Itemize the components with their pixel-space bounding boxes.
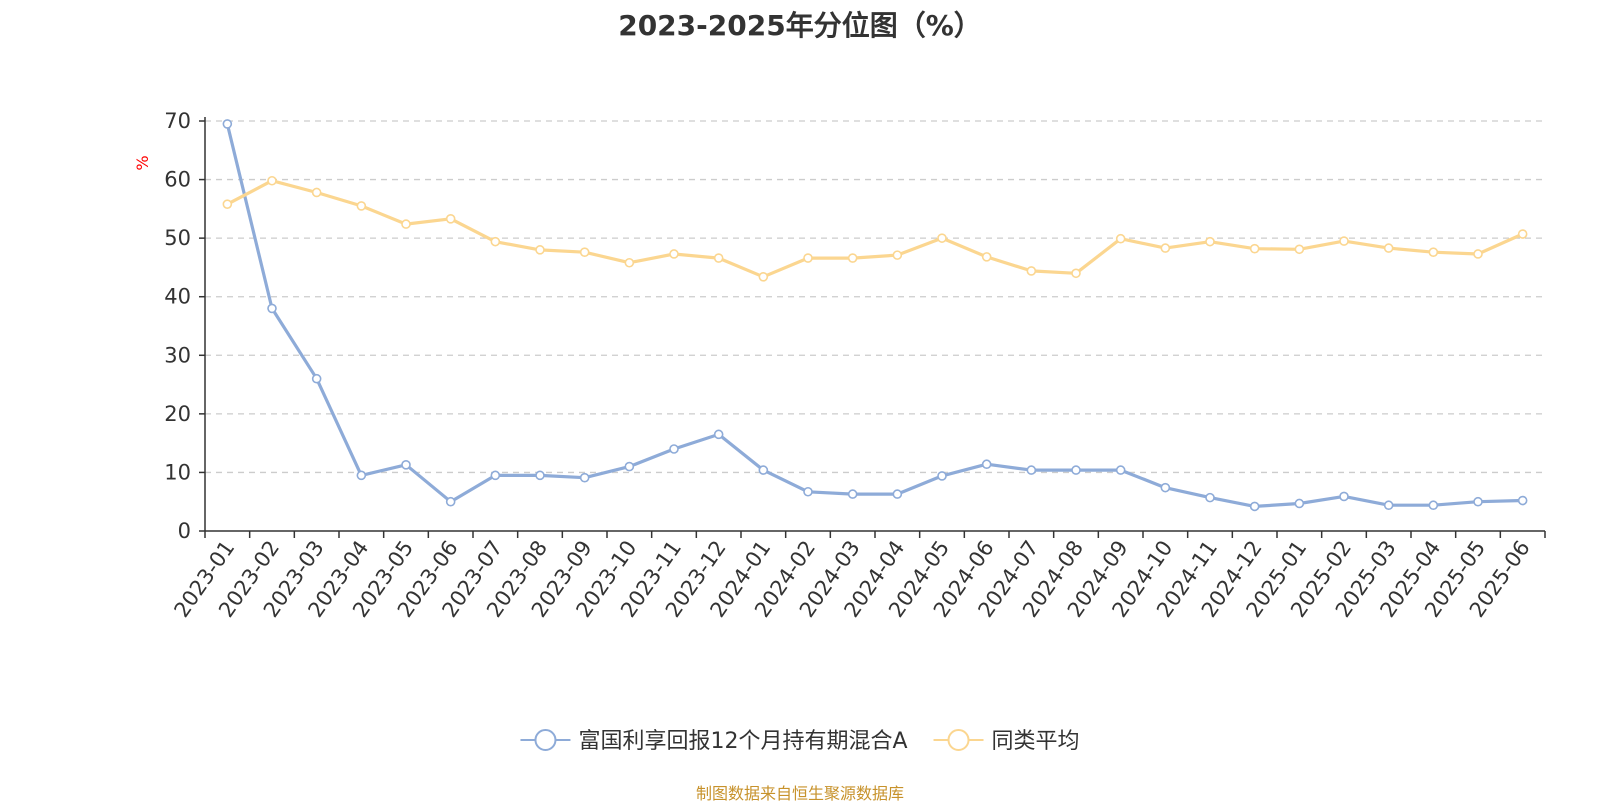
gridlines (205, 120, 1545, 474)
y-tick-label: 10 (164, 460, 191, 484)
y-tick-label: 0 (178, 519, 191, 543)
legend-label: 富国利享回报12个月持有期混合A (578, 729, 907, 754)
data-point (1249, 501, 1260, 512)
data-point (1428, 500, 1439, 511)
data-point (758, 465, 769, 475)
legend-label: 同类平均 (992, 729, 1080, 754)
data-point (356, 470, 367, 481)
data-point (445, 214, 456, 224)
data-point (401, 219, 411, 229)
data-point (713, 253, 724, 263)
data-point (1294, 244, 1305, 255)
y-tick-label: 70 (164, 109, 191, 133)
data-point (222, 119, 233, 129)
data-point (1517, 229, 1528, 239)
data-point (1473, 249, 1483, 259)
data-point (267, 175, 277, 186)
data-point (713, 429, 724, 440)
series-line (225, 179, 1525, 279)
y-tick-label: 40 (164, 285, 191, 309)
data-point (981, 252, 992, 262)
data-point (1517, 495, 1528, 506)
data-point (1115, 465, 1126, 475)
data-point (803, 253, 813, 263)
data-point (1428, 247, 1439, 257)
data-point (1383, 500, 1394, 511)
y-tick-label: 50 (164, 226, 191, 250)
data-point (803, 486, 813, 497)
data-point (1249, 243, 1260, 254)
data-point (937, 233, 947, 243)
data-point (535, 470, 545, 481)
data-point (311, 373, 322, 384)
data-point (579, 472, 590, 483)
y-axis-unit-label: % (133, 155, 152, 170)
axes: 010203040506070%2023-012023-022023-03202… (133, 109, 1546, 622)
data-point (222, 199, 233, 209)
data-point (669, 444, 679, 454)
data-point (490, 470, 501, 481)
data-point (579, 247, 590, 257)
data-point (669, 249, 679, 259)
data-point (1339, 236, 1349, 246)
data-point (847, 489, 858, 499)
data-point (847, 253, 858, 263)
data-point (1205, 492, 1215, 503)
legend-marker (947, 729, 970, 751)
data-point (892, 250, 903, 260)
data-source-note: 制图数据来自恒生聚源数据库 (695, 784, 904, 803)
data-point (1294, 498, 1305, 509)
data-point (624, 257, 635, 268)
chart-title: 2023-2025年分位图（%） (618, 9, 982, 42)
data-point (892, 489, 903, 499)
data-point (490, 236, 501, 247)
data-point (401, 460, 411, 470)
data-point (758, 271, 769, 282)
data-point (1026, 465, 1037, 475)
data-point (1205, 236, 1215, 247)
data-point (1071, 268, 1081, 279)
data-point (1160, 482, 1171, 493)
data-point (311, 187, 322, 198)
data-point (1160, 243, 1171, 253)
data-point (535, 245, 545, 255)
legend: 富国利享回报12个月持有期混合A 同类平均 (520, 729, 1080, 754)
data-point (937, 471, 947, 481)
data-point (356, 201, 367, 211)
data-point (1115, 233, 1126, 244)
y-tick-label: 60 (164, 168, 191, 192)
data-point (1339, 491, 1349, 502)
data-point (1383, 243, 1394, 253)
data-point (624, 461, 635, 472)
data-point (1071, 465, 1081, 475)
legend-marker (534, 729, 557, 751)
series-lines (222, 119, 1528, 512)
data-point (445, 496, 456, 507)
data-point (981, 459, 992, 470)
data-point (1026, 266, 1037, 276)
y-tick-label: 30 (164, 343, 191, 367)
y-tick-label: 20 (164, 402, 191, 426)
data-point (1473, 496, 1483, 507)
data-point (267, 303, 277, 314)
series-line (225, 122, 1525, 508)
